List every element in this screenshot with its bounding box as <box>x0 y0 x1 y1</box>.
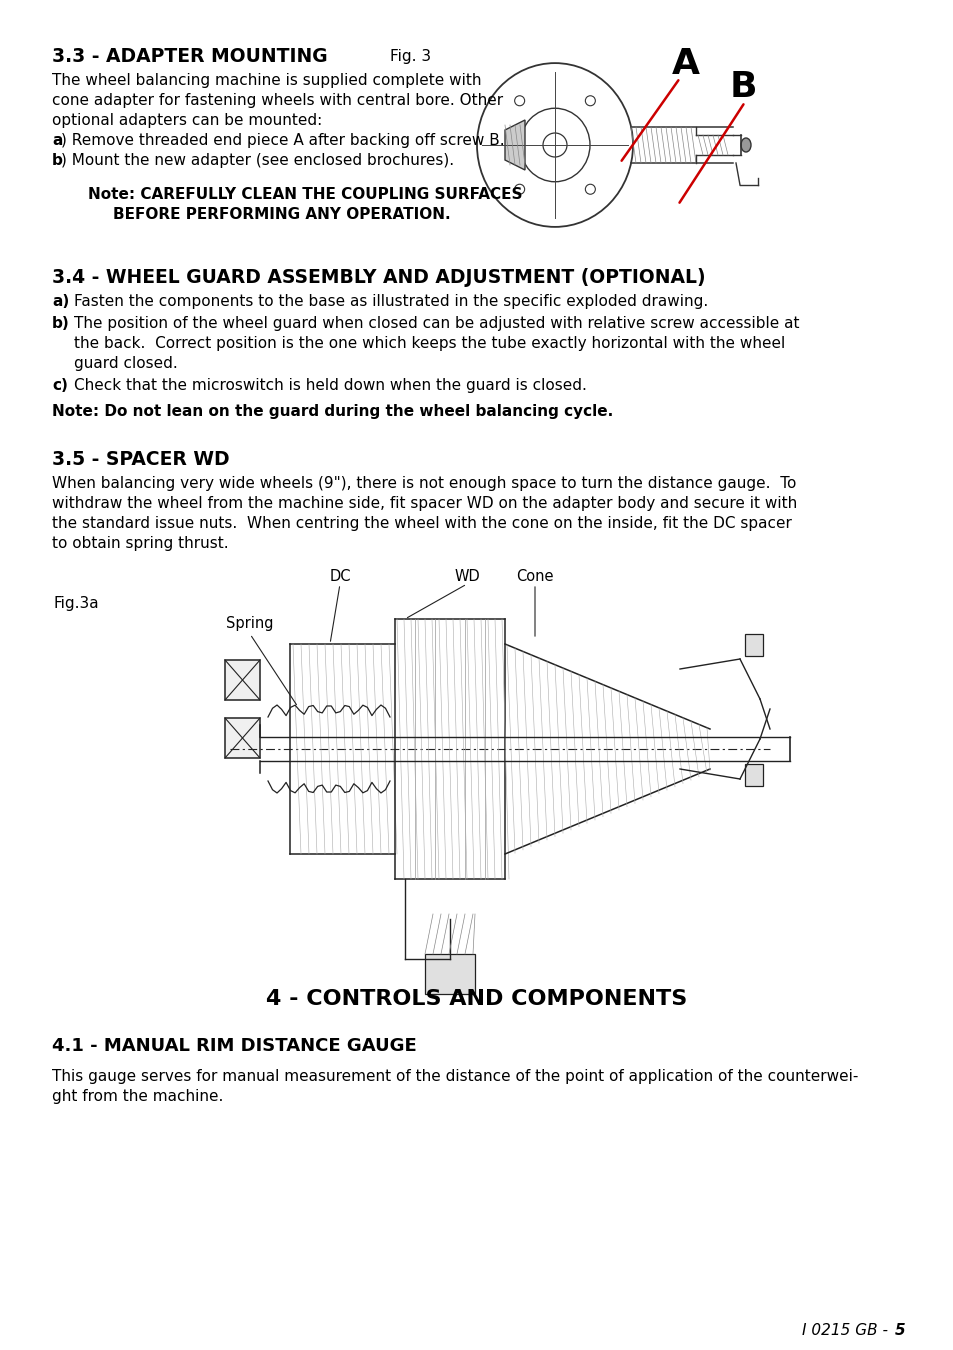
Text: Fig.3a: Fig.3a <box>54 595 99 612</box>
Text: ) Remove threaded end piece A after backing off screw B.: ) Remove threaded end piece A after back… <box>61 134 504 148</box>
Text: A: A <box>671 47 700 81</box>
Text: ght from the machine.: ght from the machine. <box>52 1089 223 1104</box>
Text: 5: 5 <box>893 1323 904 1338</box>
Text: 4.1 - MANUAL RIM DISTANCE GAUGE: 4.1 - MANUAL RIM DISTANCE GAUGE <box>52 1037 416 1054</box>
Text: Fig. 3: Fig. 3 <box>390 49 431 63</box>
Text: the standard issue nuts.  When centring the wheel with the cone on the inside, f: the standard issue nuts. When centring t… <box>52 516 791 531</box>
Text: Check that the microswitch is held down when the guard is closed.: Check that the microswitch is held down … <box>74 378 586 393</box>
Text: Note: Do not lean on the guard during the wheel balancing cycle.: Note: Do not lean on the guard during th… <box>52 404 613 418</box>
Bar <box>225 718 260 757</box>
Text: a): a) <box>52 294 70 309</box>
Text: Spring: Spring <box>226 616 274 630</box>
Text: the back.  Correct position is the one which keeps the tube exactly horizontal w: the back. Correct position is the one wh… <box>74 336 784 351</box>
Text: guard closed.: guard closed. <box>74 356 177 371</box>
Text: I 0215 GB -: I 0215 GB - <box>801 1323 892 1338</box>
Text: When balancing very wide wheels (9"), there is not enough space to turn the dist: When balancing very wide wheels (9"), th… <box>52 477 796 491</box>
Ellipse shape <box>740 138 750 153</box>
Text: WD: WD <box>454 568 479 585</box>
Bar <box>744 634 762 656</box>
Text: b): b) <box>52 316 70 331</box>
Text: 3.3 - ADAPTER MOUNTING: 3.3 - ADAPTER MOUNTING <box>52 47 327 66</box>
Text: The position of the wheel guard when closed can be adjusted with relative screw : The position of the wheel guard when clo… <box>74 316 799 331</box>
Text: B: B <box>729 70 757 104</box>
Text: Cone: Cone <box>516 568 553 585</box>
Text: The wheel balancing machine is supplied complete with: The wheel balancing machine is supplied … <box>52 73 481 88</box>
Text: c): c) <box>52 378 68 393</box>
Text: ) Mount the new adapter (see enclosed brochures).: ) Mount the new adapter (see enclosed br… <box>61 153 454 167</box>
Text: 4 - CONTROLS AND COMPONENTS: 4 - CONTROLS AND COMPONENTS <box>266 990 687 1008</box>
Text: This gauge serves for manual measurement of the distance of the point of applica: This gauge serves for manual measurement… <box>52 1069 858 1084</box>
Text: to obtain spring thrust.: to obtain spring thrust. <box>52 536 229 551</box>
Text: DC: DC <box>329 568 351 585</box>
Text: cone adapter for fastening wheels with central bore. Other: cone adapter for fastening wheels with c… <box>52 93 502 108</box>
Text: a: a <box>52 134 62 148</box>
Text: 3.4 - WHEEL GUARD ASSEMBLY AND ADJUSTMENT (OPTIONAL): 3.4 - WHEEL GUARD ASSEMBLY AND ADJUSTMEN… <box>52 269 705 288</box>
Text: Note: CAREFULLY CLEAN THE COUPLING SURFACES: Note: CAREFULLY CLEAN THE COUPLING SURFA… <box>88 188 522 202</box>
Text: withdraw the wheel from the machine side, fit spacer WD on the adapter body and : withdraw the wheel from the machine side… <box>52 495 797 512</box>
Bar <box>744 764 762 786</box>
Text: 3.5 - SPACER WD: 3.5 - SPACER WD <box>52 450 230 468</box>
Bar <box>225 660 260 701</box>
Polygon shape <box>504 120 524 170</box>
Text: Fasten the components to the base as illustrated in the specific exploded drawin: Fasten the components to the base as ill… <box>74 294 707 309</box>
Text: BEFORE PERFORMING ANY OPERATION.: BEFORE PERFORMING ANY OPERATION. <box>112 207 450 221</box>
Text: optional adapters can be mounted:: optional adapters can be mounted: <box>52 113 322 128</box>
Text: b: b <box>52 153 63 167</box>
Bar <box>424 954 475 994</box>
